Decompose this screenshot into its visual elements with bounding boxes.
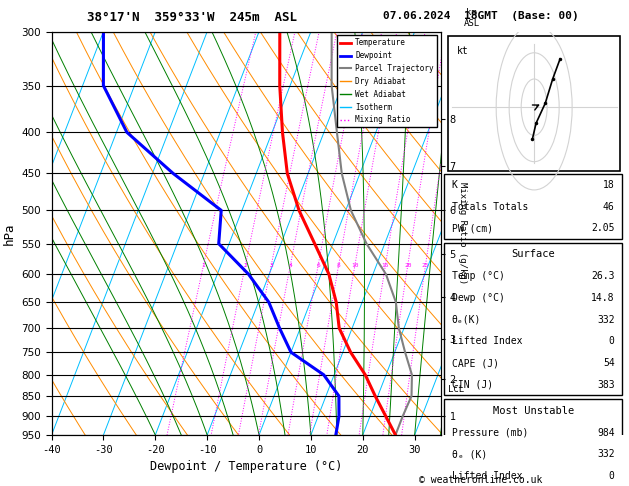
Text: 10: 10 [351,263,359,268]
X-axis label: Dewpoint / Temperature (°C): Dewpoint / Temperature (°C) [150,460,342,473]
Text: km
ASL: km ASL [464,8,480,28]
Text: 332: 332 [597,314,615,325]
Text: 15: 15 [382,263,389,268]
Y-axis label: Mixing Ratio (g/kg): Mixing Ratio (g/kg) [458,182,467,284]
Text: CAPE (J): CAPE (J) [452,358,499,368]
Text: Pressure (mb): Pressure (mb) [452,428,528,437]
Text: 2: 2 [243,263,247,268]
Bar [444,399,622,486]
Text: © weatheronline.co.uk: © weatheronline.co.uk [420,475,543,485]
Text: Lifted Index: Lifted Index [452,336,522,347]
Text: 984: 984 [597,428,615,437]
Text: 6: 6 [316,263,320,268]
Text: 383: 383 [597,380,615,390]
Text: CIN (J): CIN (J) [452,380,493,390]
Text: Most Unstable: Most Unstable [493,406,574,416]
Text: Temp (°C): Temp (°C) [452,271,504,281]
Text: 332: 332 [597,450,615,459]
Text: 26.3: 26.3 [591,271,615,281]
Text: 0: 0 [609,336,615,347]
Text: kt: kt [457,46,469,56]
Text: LCL: LCL [448,385,464,394]
Text: 1: 1 [201,263,205,268]
Text: Surface: Surface [511,249,555,260]
Legend: Temperature, Dewpoint, Parcel Trajectory, Dry Adiabat, Wet Adiabat, Isotherm, Mi: Temperature, Dewpoint, Parcel Trajectory… [337,35,437,127]
Text: 8: 8 [337,263,340,268]
Bar [448,35,620,171]
Text: 3: 3 [269,263,273,268]
Text: Totals Totals: Totals Totals [452,202,528,212]
Bar [444,243,622,396]
Text: θₑ (K): θₑ (K) [452,450,487,459]
Bar [444,174,622,239]
Text: Dewp (°C): Dewp (°C) [452,293,504,303]
Text: 4: 4 [289,263,292,268]
Text: 0: 0 [609,471,615,481]
Text: 14.8: 14.8 [591,293,615,303]
Text: 07.06.2024  18GMT  (Base: 00): 07.06.2024 18GMT (Base: 00) [383,11,579,20]
Text: θₑ(K): θₑ(K) [452,314,481,325]
Text: 18: 18 [603,180,615,190]
Text: Lifted Index: Lifted Index [452,471,522,481]
Text: 2.05: 2.05 [591,224,615,233]
Text: 25: 25 [421,263,429,268]
Text: 54: 54 [603,358,615,368]
Text: 20: 20 [404,263,411,268]
Text: 38°17'N  359°33'W  245m  ASL: 38°17'N 359°33'W 245m ASL [87,11,297,23]
Text: K: K [452,180,457,190]
Y-axis label: hPa: hPa [3,222,16,244]
Text: PW (cm): PW (cm) [452,224,493,233]
Text: 46: 46 [603,202,615,212]
